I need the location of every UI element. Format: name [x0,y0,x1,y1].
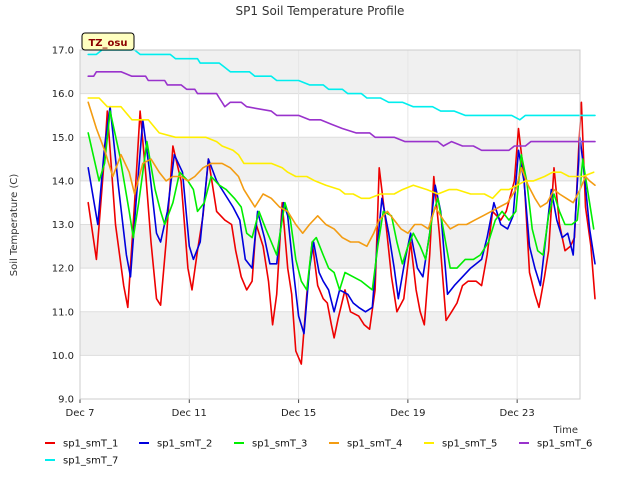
series-line-sp1_smT_5 [87,97,595,200]
x-axis-title: Time [553,425,578,436]
x-tick-label: Dec 7 [66,408,95,419]
legend-label-sp1_smT_5: sp1_smT_5 [442,439,497,450]
series-line-sp1_smT_7 [87,49,596,121]
y-tick-label: 13.0 [52,220,74,231]
plot-frame [79,49,581,400]
x-tick-label: Dec 19 [390,408,425,419]
legend-label-sp1_smT_6: sp1_smT_6 [537,439,592,450]
x-tick-label: Dec 23 [500,408,535,419]
legend-label-sp1_smT_3: sp1_smT_3 [252,439,307,450]
y-tick-label: 9.0 [58,395,74,406]
legend-label-sp1_smT_1: sp1_smT_1 [63,439,118,450]
chart-title: SP1 Soil Temperature Profile [236,4,405,18]
legend-label-sp1_smT_4: sp1_smT_4 [347,439,402,450]
tz-annotation-box [81,32,135,51]
y-tick-label: 17.0 [52,46,74,57]
plot-band [80,224,580,269]
x-tick-label: Dec 15 [281,408,316,419]
y-axis-title: Soil Temperature (C) [9,174,20,277]
plot-band [80,50,580,94]
y-tick-label: 11.0 [52,307,74,318]
series-line-sp1_smT_6 [87,71,596,152]
legend: sp1_smT_1 sp1_smT_2 sp1_smT_3 sp1_smT_4 sp1_… [45,439,592,467]
axes: 9.0 10.0 11.0 12.0 13.0 14.0 15.0 16.0 17.0 Dec 7… [52,46,581,419]
series-line-sp1_smT_2 [87,105,596,335]
y-tick-label: 10.0 [52,351,74,362]
y-tick-label: 14.0 [52,176,74,187]
y-tick-label: 12.0 [52,264,74,275]
series-layer [87,49,596,365]
y-tick-label: 15.0 [52,133,74,144]
tz-annotation-label: TZ_osu [88,38,127,49]
series-line-sp1_smT_4 [87,101,596,248]
legend-label-sp1_smT_2: sp1_smT_2 [157,439,212,450]
y-tick-label: 16.0 [52,89,74,100]
legend-label-sp1_smT_7: sp1_smT_7 [63,456,118,467]
plot-band [80,137,580,181]
x-tick-label: Dec 11 [172,408,207,419]
tz-annotation: TZ_osu [81,32,135,51]
background-bands [80,50,580,356]
